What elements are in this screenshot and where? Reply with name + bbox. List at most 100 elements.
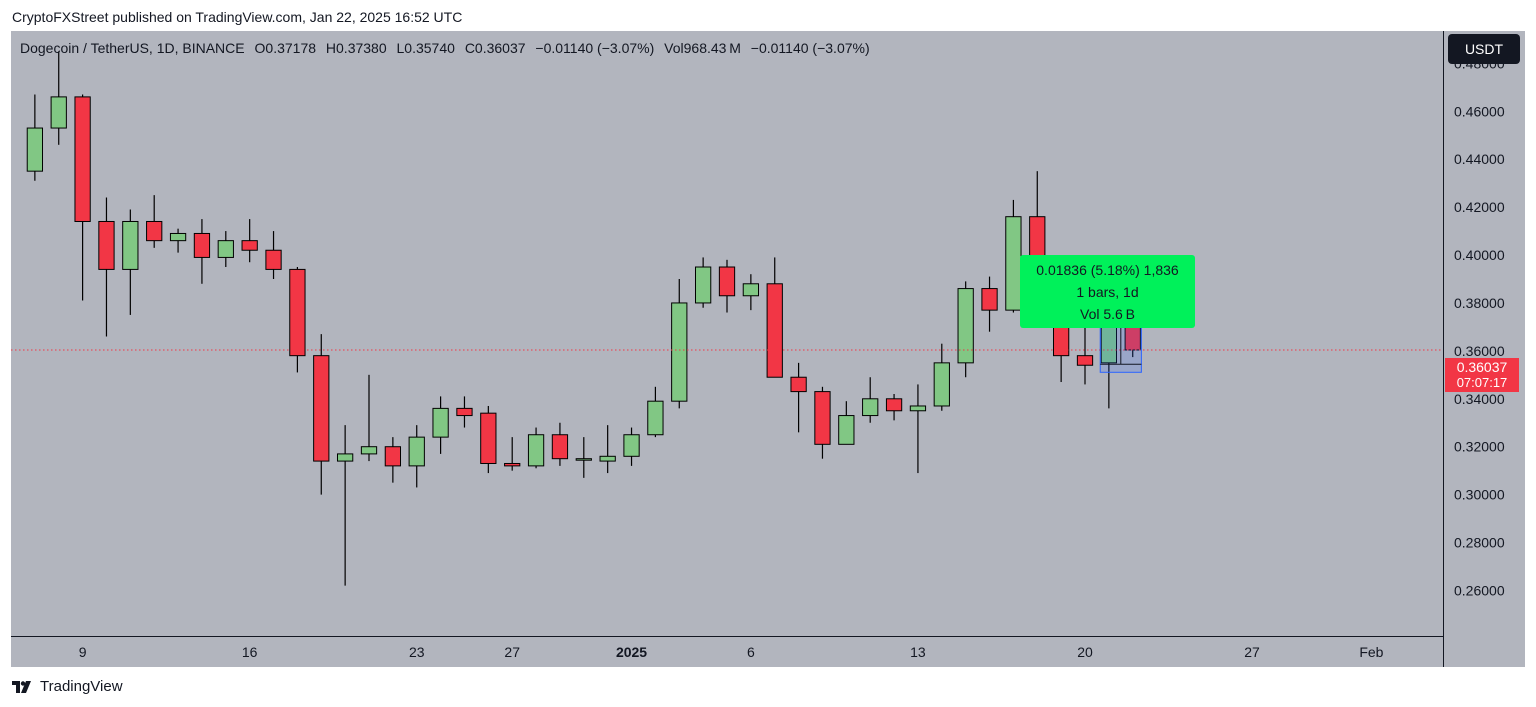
candle-body	[504, 462, 521, 467]
candle-body	[671, 302, 688, 402]
candle-body	[1005, 216, 1022, 311]
measure-bars: 1 bars, 1d	[1076, 284, 1139, 300]
candle-2024-12-28[interactable]	[527, 427, 545, 469]
candle-2025-01-11[interactable]	[862, 377, 879, 423]
candle-2024-12-11[interactable]	[122, 209, 139, 315]
candle-2025-01-10[interactable]	[838, 401, 855, 445]
candle-body	[766, 283, 783, 378]
price-tick-label: 0.42000	[1454, 199, 1505, 215]
candle-2025-01-12[interactable]	[885, 394, 903, 421]
candle-body	[957, 288, 974, 364]
candle-body	[217, 240, 234, 258]
candle-body	[790, 376, 807, 393]
price-tick-label: 0.38000	[1454, 295, 1505, 311]
price-tick-label: 0.44000	[1454, 151, 1505, 167]
candle-2025-01-05[interactable]	[718, 259, 736, 313]
legend-high: H0.37380	[325, 40, 387, 56]
candle-2025-01-04[interactable]	[694, 257, 712, 308]
candle-2025-01-07[interactable]	[766, 257, 783, 378]
candle-body	[885, 398, 903, 412]
candle-body	[432, 407, 449, 438]
candle-2024-12-31[interactable]	[599, 425, 616, 474]
candle-body	[647, 400, 664, 436]
candle-body	[408, 436, 425, 467]
candle-body	[98, 220, 115, 270]
candle-2024-12-16[interactable]	[241, 219, 258, 263]
candle-body	[50, 96, 67, 129]
candle-2025-01-20[interactable]	[1076, 326, 1094, 385]
candle-2024-12-24[interactable]	[432, 396, 449, 454]
candle-body	[718, 266, 736, 297]
candle-2025-01-22[interactable]	[1124, 317, 1141, 358]
candle-2024-12-15[interactable]	[217, 231, 234, 268]
legend-change: −0.01140 (−3.07%)	[535, 40, 655, 56]
candle-body	[527, 434, 545, 467]
candle-2024-12-22[interactable]	[384, 437, 402, 483]
candle-2025-01-09[interactable]	[814, 386, 831, 459]
candle-2024-12-07[interactable]	[26, 94, 44, 181]
candle-2025-01-02[interactable]	[647, 386, 664, 438]
candle-2024-12-25[interactable]	[456, 396, 473, 428]
time-tick-label: 23	[409, 644, 425, 660]
candle-body	[694, 266, 712, 304]
price-tick-label: 0.32000	[1454, 439, 1505, 455]
time-tick-label: 20	[1077, 644, 1093, 660]
price-tick-label: 0.34000	[1454, 391, 1505, 407]
time-axis-background[interactable]	[11, 636, 1525, 667]
candle-2024-12-10[interactable]	[98, 197, 115, 337]
last-price-value: 0.36037	[1456, 359, 1508, 375]
candle-2024-12-18[interactable]	[289, 267, 306, 373]
time-tick-label: 27	[504, 644, 520, 660]
price-tick-label: 0.46000	[1454, 103, 1505, 119]
candle-2025-01-08[interactable]	[790, 362, 807, 433]
price-tick-label: 0.30000	[1454, 487, 1505, 503]
tradingview-logo[interactable]: TradingView	[12, 678, 123, 695]
candle-2024-12-21[interactable]	[360, 374, 378, 462]
candle-body	[360, 446, 378, 455]
legend-volume: Vol968.43 M	[664, 40, 741, 56]
legend-symbol[interactable]: Dogecoin / TetherUS, 1D, BINANCE	[20, 40, 245, 56]
candle-body	[313, 355, 330, 462]
measure-change: 0.01836 (5.18%) 1,836	[1036, 262, 1179, 278]
candle-2025-01-01[interactable]	[623, 427, 640, 466]
candle-2024-12-27[interactable]	[504, 437, 521, 471]
time-tick-label: 13	[910, 644, 926, 660]
candle-body	[74, 96, 91, 222]
candle-body	[122, 220, 139, 270]
price-axis-background[interactable]	[1443, 31, 1525, 636]
measure-volume: Vol 5.6 B	[1080, 306, 1135, 322]
candle-body	[742, 283, 760, 297]
candle-2024-12-19[interactable]	[313, 334, 330, 495]
currency-button[interactable]: USDT	[1448, 34, 1520, 64]
candle-2024-12-12[interactable]	[146, 195, 163, 248]
price-tick-label: 0.40000	[1454, 247, 1505, 263]
time-tick-label: 2025	[616, 644, 647, 660]
candle-2024-12-20[interactable]	[336, 425, 354, 586]
tradingview-wordmark: TradingView	[40, 678, 123, 695]
candle-body	[551, 434, 569, 460]
candle-2024-12-17[interactable]	[265, 231, 282, 279]
bar-countdown: 07:07:17	[1456, 375, 1508, 390]
candle-body	[981, 288, 998, 311]
tradingview-logo-icon	[12, 680, 31, 693]
time-tick-label: 9	[79, 644, 87, 660]
candle-2024-12-29[interactable]	[551, 422, 569, 466]
candle-2024-12-13[interactable]	[169, 228, 187, 253]
candle-2024-12-23[interactable]	[408, 425, 425, 488]
candle-2025-01-14[interactable]	[933, 343, 950, 411]
candle-body	[241, 240, 258, 251]
candle-2024-12-14[interactable]	[193, 219, 211, 284]
candle-2025-01-13[interactable]	[909, 384, 927, 474]
candle-2024-12-26[interactable]	[480, 405, 497, 474]
candle-2025-01-16[interactable]	[981, 276, 998, 332]
candle-2025-01-03[interactable]	[671, 278, 688, 409]
candle-body	[1076, 355, 1094, 366]
candle-2024-12-09[interactable]	[74, 94, 91, 301]
candle-2025-01-06[interactable]	[742, 274, 760, 311]
legend-close: C0.36037	[464, 40, 526, 56]
candle-2025-01-15[interactable]	[957, 281, 974, 378]
candle-2024-12-30[interactable]	[575, 437, 592, 478]
candle-2025-01-17[interactable]	[1005, 199, 1022, 313]
candle-2024-12-08[interactable]	[50, 51, 67, 145]
